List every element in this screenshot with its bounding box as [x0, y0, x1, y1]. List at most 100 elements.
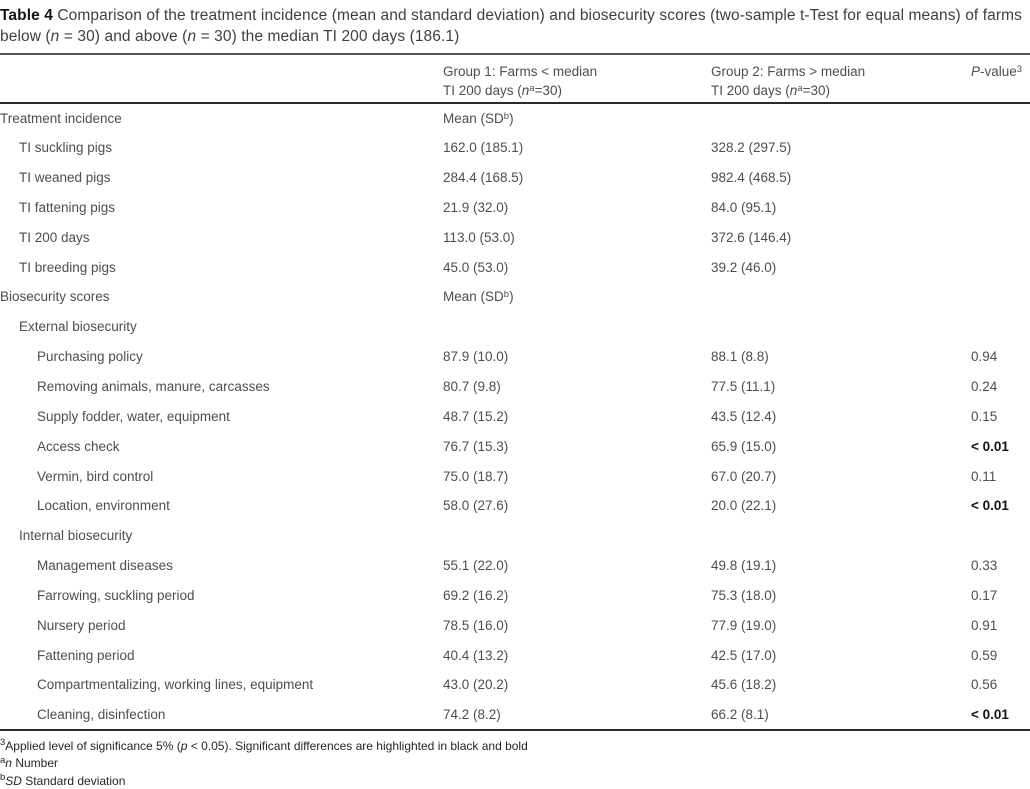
group1-value: 45.0 (53.0)	[443, 259, 509, 275]
row-label: TI weaned pigs	[19, 170, 111, 186]
header-group1-line1: Group 1: Farms < median	[443, 64, 598, 79]
group1-value: 162.0 (185.1)	[443, 140, 524, 156]
row-label: Treatment incidence	[0, 110, 122, 126]
pvalue: < 0.01	[971, 498, 1009, 514]
group1-value: 40.4 (13.2)	[443, 647, 509, 663]
table-row: Compartmentalizing, working lines, equip…	[0, 670, 1030, 700]
group1-value	[443, 312, 711, 342]
pvalue	[971, 193, 1030, 223]
group2-value	[711, 521, 971, 551]
header-group2-line1: Group 2: Farms > median	[711, 64, 866, 79]
group1-value	[443, 521, 711, 551]
table-row: Nursery period 78.5 (16.0) 77.9 (19.0) 0…	[0, 610, 1030, 640]
pvalue: 0.94	[971, 349, 998, 365]
pvalue	[971, 222, 1030, 252]
pvalue	[971, 252, 1030, 282]
group1-value: 113.0 (53.0)	[443, 229, 515, 245]
table-caption: Table 4 Comparison of the treatment inci…	[0, 7, 1022, 45]
group1-value: 74.2 (8.2)	[443, 699, 711, 731]
group2-value: 20.0 (22.1)	[711, 498, 777, 514]
pvalue	[971, 282, 1030, 312]
group1-value: 55.1 (22.0)	[443, 558, 509, 574]
footnote-significance: 3Applied level of significance 5% (p < 0…	[0, 737, 528, 753]
group2-value: 982.4 (468.5)	[711, 170, 792, 186]
pvalue: < 0.01	[971, 699, 1030, 731]
pvalue: 0.59	[971, 647, 998, 663]
pvalue: 0.17	[971, 587, 998, 603]
row-label: TI fattening pigs	[19, 199, 116, 215]
table-row: Supply fodder, water, equipment 48.7 (15…	[0, 401, 1030, 431]
group1-value: 75.0 (18.7)	[443, 468, 509, 484]
footnote-sd: bSD Standard deviation	[0, 772, 126, 788]
group2-value: 88.1 (8.8)	[711, 349, 769, 365]
group2-value: 84.0 (95.1)	[711, 199, 777, 215]
pvalue: < 0.01	[971, 438, 1009, 454]
table-row: TI weaned pigs 284.4 (168.5) 982.4 (468.…	[0, 163, 1030, 193]
table-row: Treatment incidence Mean (SDb)	[0, 103, 1030, 133]
table-row: Fattening period 40.4 (13.2) 42.5 (17.0)…	[0, 640, 1030, 670]
group2-value	[711, 312, 971, 342]
header-row: Group 1: Farms < median TI 200 days (na=…	[0, 55, 1030, 104]
pvalue: 0.91	[971, 617, 998, 633]
header-group2-cell: Group 2: Farms > median TI 200 days (na=…	[711, 55, 971, 104]
row-label: Location, environment	[37, 498, 170, 514]
group1-value: 80.7 (9.8)	[443, 379, 501, 395]
footnote-n: an Number	[0, 754, 58, 771]
header-group1-line2: TI 200 days (na=30)	[443, 82, 563, 98]
group1-value: 69.2 (16.2)	[443, 587, 509, 603]
pvalue	[971, 312, 1030, 342]
group2-value: 75.3 (18.0)	[711, 587, 777, 603]
group2-value: 45.6 (18.2)	[711, 677, 777, 693]
group2-value: 49.8 (19.1)	[711, 558, 777, 574]
group2-value: 66.2 (8.1)	[711, 699, 971, 731]
pvalue: 0.24	[971, 379, 998, 395]
table-header: Group 1: Farms < median TI 200 days (na=…	[0, 55, 1030, 104]
table-row: External biosecurity	[0, 312, 1030, 342]
header-pvalue-cell: P-value3	[971, 55, 1030, 104]
group2-value: 77.9 (19.0)	[711, 617, 777, 633]
table-body: Treatment incidence Mean (SDb) TI suckli…	[0, 103, 1030, 731]
group2-value: 67.0 (20.7)	[711, 468, 777, 484]
row-label: External biosecurity	[19, 319, 137, 335]
group2-value: 65.9 (15.0)	[711, 438, 777, 454]
group1-value: 78.5 (16.0)	[443, 617, 509, 633]
group1-value: Mean (SDb)	[443, 289, 514, 305]
group1-value: 58.0 (27.6)	[443, 498, 509, 514]
group2-value: 328.2 (297.5)	[711, 140, 792, 156]
row-label: Nursery period	[37, 617, 126, 633]
row-label: Supply fodder, water, equipment	[37, 408, 230, 424]
row-label: Removing animals, manure, carcasses	[37, 379, 270, 395]
caption-divider	[0, 53, 1030, 55]
header-group2-line2: TI 200 days (na=30)	[711, 82, 831, 98]
pvalue: 0.11	[971, 468, 997, 484]
group1-value: 284.4 (168.5)	[443, 170, 524, 186]
table-row: Cleaning, disinfection 74.2 (8.2) 66.2 (…	[0, 699, 1030, 731]
table-row: Internal biosecurity	[0, 521, 1030, 551]
header-group1-cell: Group 1: Farms < median TI 200 days (na=…	[443, 55, 711, 104]
row-label: Internal biosecurity	[19, 528, 133, 544]
group1-value: 21.9 (32.0)	[443, 199, 509, 215]
pvalue	[971, 521, 1030, 551]
group1-value: 43.0 (20.2)	[443, 677, 509, 693]
row-label: Farrowing, suckling period	[37, 587, 195, 603]
row-label: Cleaning, disinfection	[0, 699, 443, 731]
row-label: TI breeding pigs	[19, 259, 116, 275]
group2-value: 77.5 (11.1)	[711, 379, 776, 395]
pvalue: 0.56	[971, 677, 998, 693]
group1-value: 87.9 (10.0)	[443, 349, 509, 365]
table-row: Farrowing, suckling period 69.2 (16.2) 7…	[0, 581, 1030, 611]
pvalue	[971, 103, 1030, 133]
row-label: Management diseases	[37, 558, 173, 574]
group1-value: 48.7 (15.2)	[443, 408, 509, 424]
table-row: Purchasing policy 87.9 (10.0) 88.1 (8.8)…	[0, 342, 1030, 372]
group1-value: 76.7 (15.3)	[443, 438, 509, 454]
row-label: Purchasing policy	[37, 349, 143, 365]
row-label: Fattening period	[37, 647, 135, 663]
group2-value: 372.6 (146.4)	[711, 229, 792, 245]
row-label: TI suckling pigs	[19, 140, 113, 156]
pvalue: 0.33	[971, 558, 998, 574]
table-row: TI 200 days 113.0 (53.0) 372.6 (146.4)	[0, 222, 1030, 252]
group2-value: 42.5 (17.0)	[711, 647, 777, 663]
row-label: Biosecurity scores	[0, 289, 110, 305]
